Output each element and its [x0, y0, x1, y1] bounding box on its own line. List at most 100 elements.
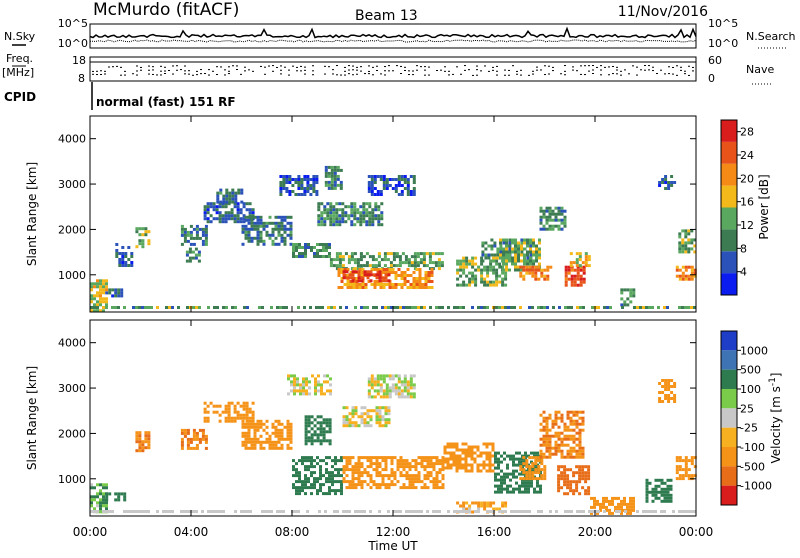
scatter-cell — [206, 208, 210, 212]
scatter-cell — [477, 501, 481, 505]
scatter-cell — [96, 495, 99, 499]
scatter-cell — [358, 286, 362, 289]
scatter-cell — [409, 175, 413, 178]
scatter-cell — [234, 194, 238, 198]
scatter-cell — [437, 267, 441, 271]
scatter-cell — [388, 392, 392, 396]
scatter-cell — [582, 510, 585, 513]
scatter-cell — [250, 440, 254, 444]
scatter-cell — [371, 208, 375, 212]
scatter-cell — [222, 200, 226, 204]
scatter-cell — [244, 446, 248, 450]
scatter-cell — [424, 286, 428, 289]
scatter-cell — [370, 175, 374, 178]
velocity-colorbar-blocks — [721, 331, 737, 505]
colorbar-tick-label: -1000 — [740, 480, 772, 493]
scatter-cell — [332, 208, 336, 212]
scatter-cell — [365, 220, 369, 224]
scatter-cell — [567, 306, 570, 309]
scatter-cell — [498, 274, 502, 278]
scatter-cell — [301, 252, 304, 255]
scatter-cell — [308, 380, 311, 384]
scatter-cell — [548, 215, 552, 219]
scatter-cell — [334, 462, 337, 466]
nave-mark — [236, 65, 238, 67]
scatter-cell — [534, 265, 538, 269]
scatter-cell — [387, 273, 391, 277]
scatter-cell — [483, 280, 487, 284]
scatter-cell — [259, 224, 263, 228]
scatter-cell — [570, 265, 574, 269]
scatter-cell — [575, 455, 579, 459]
scatter-cell — [325, 418, 329, 422]
scatter-cell — [367, 383, 371, 387]
scatter-cell — [537, 268, 541, 272]
scatter-cell — [378, 474, 382, 478]
scatter-cell — [363, 406, 367, 410]
scatter-cell — [423, 474, 427, 478]
scatter-cell — [354, 409, 358, 413]
scatter-cell — [271, 233, 275, 237]
scatter-cell — [298, 252, 301, 255]
scatter-cell — [503, 481, 506, 485]
scatter-cell — [105, 483, 108, 487]
scatter-cell — [144, 437, 148, 441]
nave-mark — [584, 74, 586, 76]
scatter-cell — [376, 190, 380, 193]
scatter-cell — [354, 465, 358, 469]
scatter-cell — [542, 455, 546, 459]
scatter-cell — [337, 271, 341, 274]
scatter-cell — [239, 413, 243, 417]
scatter-cell — [545, 218, 549, 222]
scatter-cell — [494, 475, 497, 479]
scatter-cell — [569, 419, 573, 423]
scatter-cell — [218, 211, 222, 215]
nave-mark — [264, 73, 266, 75]
scatter-cell — [289, 233, 293, 237]
scatter-cell — [242, 401, 246, 405]
scatter-cell — [277, 242, 281, 246]
scatter-cell — [467, 463, 471, 467]
scatter-cell — [328, 439, 332, 443]
scatter-cell — [310, 486, 313, 490]
scatter-cell — [388, 184, 392, 187]
scatter-cell — [121, 246, 125, 249]
scatter-cell — [432, 480, 436, 484]
scatter-cell — [323, 392, 326, 396]
scatter-cell — [186, 428, 190, 432]
scatter-cell — [330, 168, 334, 172]
scatter-cell — [666, 493, 670, 497]
scatter-cell — [461, 448, 465, 452]
scatter-cell — [449, 442, 453, 446]
scatter-cell — [554, 443, 558, 447]
scatter-cell — [331, 471, 334, 475]
scatter-cell — [195, 230, 199, 234]
scatter-cell — [372, 456, 376, 460]
scatter-cell — [569, 468, 573, 472]
nave-mark — [600, 69, 602, 71]
scatter-cell — [289, 437, 293, 441]
scatter-cell — [540, 468, 544, 472]
scatter-cell — [455, 466, 459, 470]
scatter-cell — [370, 193, 374, 196]
scatter-cell — [567, 271, 571, 275]
scatter-cell — [334, 456, 337, 460]
scatter-cell — [435, 477, 439, 481]
scatter-cell — [456, 510, 459, 513]
nave-mark — [344, 66, 346, 68]
scatter-cell — [360, 465, 364, 469]
scatter-cell — [328, 480, 331, 484]
scatter-cell — [576, 283, 580, 287]
scatter-cell — [203, 205, 207, 209]
scatter-cell — [539, 487, 542, 491]
scatter-cell — [197, 259, 201, 263]
scatter-cell — [215, 410, 219, 414]
scatter-cell — [105, 306, 108, 309]
scatter-cell — [429, 456, 433, 460]
scatter-cell — [373, 286, 377, 289]
scatter-cell — [90, 285, 93, 289]
scatter-cell — [359, 223, 363, 227]
nave-mark — [608, 74, 610, 76]
scatter-cell — [615, 510, 618, 513]
scatter-cell — [664, 397, 668, 400]
